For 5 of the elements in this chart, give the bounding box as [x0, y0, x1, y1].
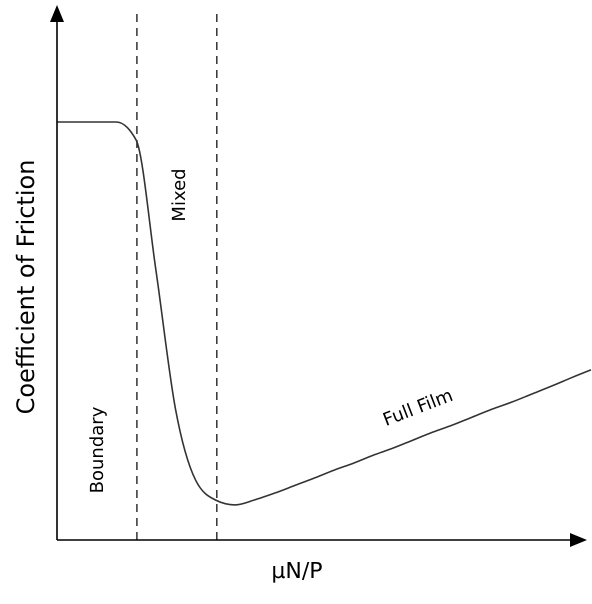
x-axis-title: μN/P	[271, 559, 323, 584]
annotation: Boundary	[87, 406, 108, 494]
annotation: Mixed	[169, 168, 190, 222]
annotation: Full Film	[380, 384, 456, 431]
y-axis-title: Coefficient of Friction	[12, 160, 40, 414]
